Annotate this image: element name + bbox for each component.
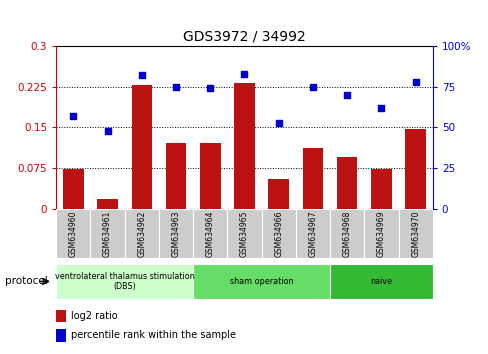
Text: GSM634967: GSM634967 xyxy=(308,210,317,257)
Bar xyxy=(165,143,186,209)
Text: GSM634961: GSM634961 xyxy=(103,210,112,257)
Point xyxy=(411,79,419,85)
Bar xyxy=(336,157,357,209)
Text: percentile rank within the sample: percentile rank within the sample xyxy=(70,330,235,341)
Bar xyxy=(405,129,425,209)
Bar xyxy=(200,143,220,209)
Text: naive: naive xyxy=(370,277,391,286)
Point xyxy=(206,86,214,91)
Point xyxy=(172,84,180,90)
Bar xyxy=(295,209,329,258)
Text: log2 ratio: log2 ratio xyxy=(70,311,117,321)
Bar xyxy=(227,209,261,258)
Point xyxy=(343,92,350,98)
Bar xyxy=(302,148,323,209)
Title: GDS3972 / 34992: GDS3972 / 34992 xyxy=(183,29,305,44)
Point xyxy=(377,105,385,111)
Text: GSM634969: GSM634969 xyxy=(376,210,385,257)
Bar xyxy=(159,209,193,258)
Point xyxy=(308,84,316,90)
Text: GSM634966: GSM634966 xyxy=(274,210,283,257)
Bar xyxy=(193,264,329,299)
Bar xyxy=(234,83,254,209)
Text: GSM634964: GSM634964 xyxy=(205,210,214,257)
Bar xyxy=(329,264,432,299)
Text: protocol: protocol xyxy=(5,276,47,286)
Bar xyxy=(268,179,288,209)
Bar xyxy=(370,169,391,209)
Point xyxy=(274,120,282,125)
Bar xyxy=(261,209,295,258)
Bar xyxy=(90,209,124,258)
Bar xyxy=(56,264,193,299)
Bar xyxy=(56,209,90,258)
Text: GSM634970: GSM634970 xyxy=(410,210,419,257)
Text: sham operation: sham operation xyxy=(229,277,293,286)
Bar xyxy=(56,310,65,322)
Bar xyxy=(398,209,432,258)
Bar xyxy=(63,169,83,209)
Text: GSM634962: GSM634962 xyxy=(137,210,146,257)
Bar xyxy=(193,209,227,258)
Text: GSM634968: GSM634968 xyxy=(342,210,351,257)
Text: GSM634963: GSM634963 xyxy=(171,210,180,257)
Point xyxy=(240,71,248,76)
Bar xyxy=(97,199,118,209)
Bar xyxy=(56,329,65,342)
Point xyxy=(103,128,111,133)
Text: GSM634965: GSM634965 xyxy=(240,210,248,257)
Text: GSM634960: GSM634960 xyxy=(69,210,78,257)
Bar xyxy=(329,209,364,258)
Text: ventrolateral thalamus stimulation
(DBS): ventrolateral thalamus stimulation (DBS) xyxy=(55,272,194,291)
Bar xyxy=(131,85,152,209)
Point xyxy=(69,113,77,119)
Bar xyxy=(364,209,398,258)
Point xyxy=(138,73,145,78)
Bar xyxy=(124,209,159,258)
